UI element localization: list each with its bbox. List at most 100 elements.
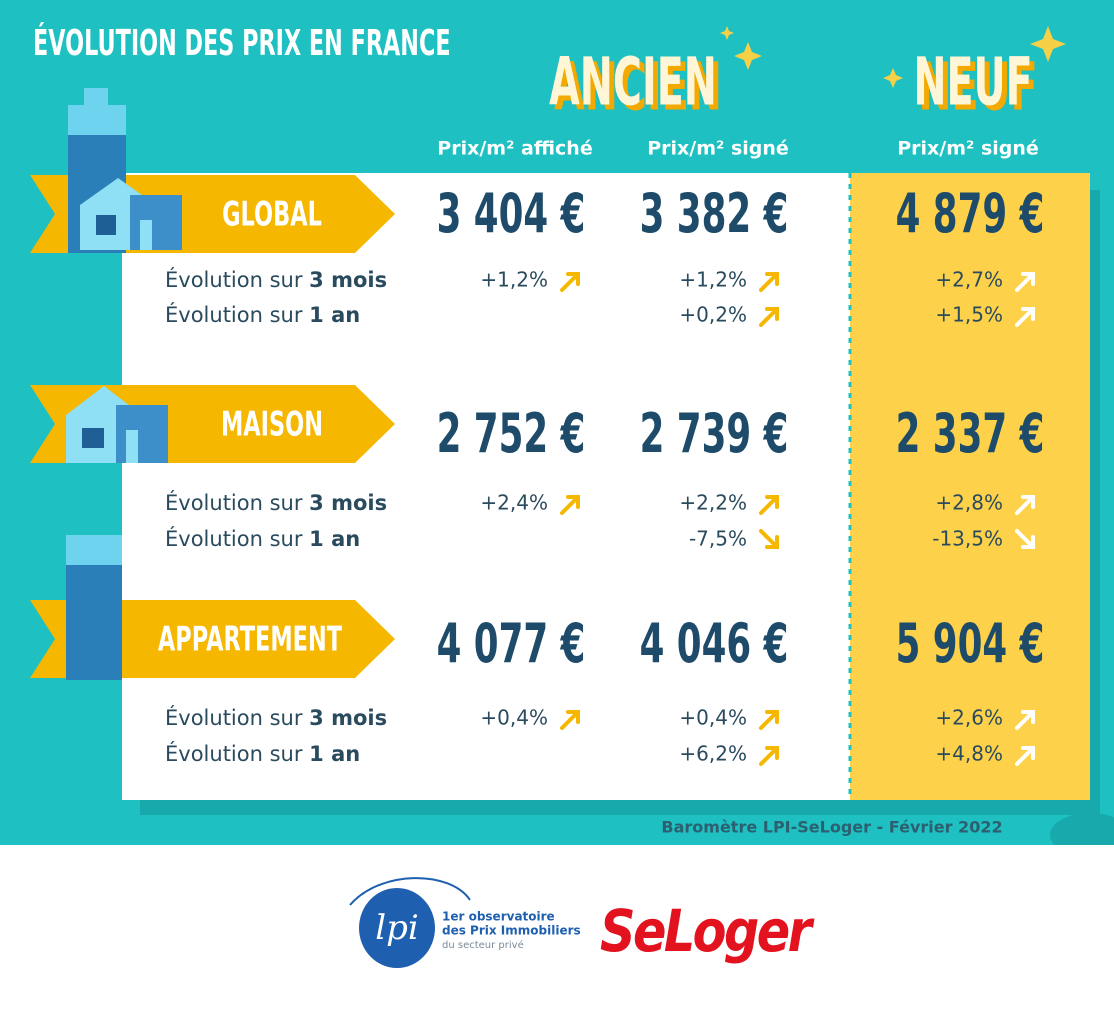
row-label-prefix: Évolution sur	[165, 526, 309, 551]
section-label: GLOBAL	[222, 194, 322, 234]
price: 4 046 €	[640, 612, 789, 675]
evolution-value: -7,5%	[689, 527, 747, 551]
seloger-group: SeLoger	[600, 897, 818, 965]
evolution-value: +2,6%	[935, 706, 1003, 730]
trend-arrow	[1015, 495, 1035, 515]
price: 5 904 €	[896, 612, 1045, 675]
row-label-prefix: Évolution sur	[165, 490, 309, 515]
row-label-bold: 1 an	[309, 527, 360, 551]
ancien-shadow-group: ANCIEN	[554, 47, 722, 125]
trend-arrow	[560, 495, 580, 515]
trend-arrow	[1015, 272, 1035, 292]
trend-arrow	[759, 746, 779, 766]
trend-arrow	[759, 272, 779, 292]
column-header: Prix/m² signé	[897, 138, 1039, 160]
trend-arrow	[1015, 307, 1035, 327]
price-group: 2 337 €	[896, 402, 1045, 465]
evolution-value: +2,7%	[935, 268, 1003, 292]
lpi-line: des Prix Immobiliers	[442, 924, 581, 938]
neuf-group: NEUF	[913, 42, 1032, 120]
lpi-swoosh	[349, 877, 471, 906]
tower-top	[66, 535, 122, 565]
trend-arrow	[1015, 529, 1035, 549]
building-tower	[68, 88, 182, 253]
evolution-value: +2,4%	[480, 491, 548, 515]
price-group: 4 879 €	[896, 182, 1045, 245]
section-label-group: APPARTEMENT	[158, 619, 342, 659]
column-header: Prix/m² affiché	[437, 138, 592, 160]
ancien-shadow: ANCIEN	[554, 47, 722, 125]
price: 2 752 €	[437, 402, 586, 465]
trend-arrow	[759, 710, 779, 730]
row-label: Évolution sur 3 mois	[165, 490, 387, 515]
row-label-prefix: Évolution sur	[165, 267, 309, 292]
price: 4 077 €	[437, 612, 586, 675]
footer-band	[0, 845, 1114, 1022]
row-label-bold: 3 mois	[309, 706, 387, 730]
price-group: 2 752 €	[437, 402, 586, 465]
neuf: NEUF	[913, 42, 1032, 120]
house-wing	[116, 405, 168, 463]
door	[126, 430, 138, 463]
row-label: Évolution sur 3 mois	[165, 705, 387, 730]
price: 2 337 €	[896, 402, 1045, 465]
price-group: 3 382 €	[640, 182, 789, 245]
price-group: 4 046 €	[640, 612, 789, 675]
price-group: 3 404 €	[437, 182, 586, 245]
evolution-value: +1,2%	[679, 268, 747, 292]
door	[140, 220, 152, 250]
window	[82, 428, 104, 448]
evolution-value: +2,2%	[679, 491, 747, 515]
building-house	[66, 386, 168, 463]
row-label-bold: 1 an	[309, 303, 360, 327]
title-group: ÉVOLUTION DES PRIX EN FRANCE	[33, 22, 451, 65]
trend-arrow	[1015, 746, 1035, 766]
row-label: Évolution sur 1 an	[165, 741, 360, 766]
evolution-value: +0,4%	[679, 706, 747, 730]
window	[96, 215, 116, 235]
price-group: 4 077 €	[437, 612, 586, 675]
row-label: Évolution sur 1 an	[165, 302, 360, 327]
row-label-prefix: Évolution sur	[165, 705, 309, 730]
tower-top	[68, 105, 126, 135]
lpi-logo: lpi	[375, 908, 419, 948]
sparkle	[1030, 26, 1066, 62]
seloger-logo: SeLoger	[600, 897, 815, 965]
price: 4 879 €	[896, 182, 1045, 245]
column-header: Prix/m² signé	[647, 138, 789, 160]
row-label-prefix: Évolution sur	[165, 741, 309, 766]
trend-arrow	[759, 307, 779, 327]
sparkle	[883, 68, 903, 88]
row-label-bold: 3 mois	[309, 268, 387, 292]
evolution-value: +1,5%	[935, 303, 1003, 327]
price-group: 5 904 €	[896, 612, 1045, 675]
trend-arrow	[1015, 710, 1035, 730]
trend-arrow	[560, 710, 580, 730]
neuf-panel	[850, 173, 1090, 800]
price: 2 739 €	[640, 402, 789, 465]
section-label-group: GLOBAL	[222, 194, 322, 234]
evolution-value: +0,4%	[480, 706, 548, 730]
neuf-shadow: NEUF	[918, 47, 1037, 125]
building-appartement	[66, 535, 122, 680]
row-label-prefix: Évolution sur	[165, 302, 309, 327]
sparkle	[720, 26, 734, 40]
evolution-value: -13,5%	[932, 527, 1003, 551]
house-wing	[130, 195, 182, 250]
price: 3 404 €	[437, 182, 586, 245]
evolution-value: +1,2%	[480, 268, 548, 292]
evolution-value: +4,8%	[935, 742, 1003, 766]
sparkles	[720, 26, 1066, 88]
trend-arrow	[759, 529, 779, 549]
lpi-line: du secteur privé	[442, 939, 524, 951]
evolution-value: +2,8%	[935, 491, 1003, 515]
lpi-circle	[359, 888, 435, 968]
evolution-value: +6,2%	[679, 742, 747, 766]
trend-arrow	[560, 272, 580, 292]
trend-arrow	[759, 495, 779, 515]
section-label: MAISON	[221, 404, 323, 444]
price-group: 2 739 €	[640, 402, 789, 465]
ancien-group: ANCIEN	[549, 42, 717, 120]
